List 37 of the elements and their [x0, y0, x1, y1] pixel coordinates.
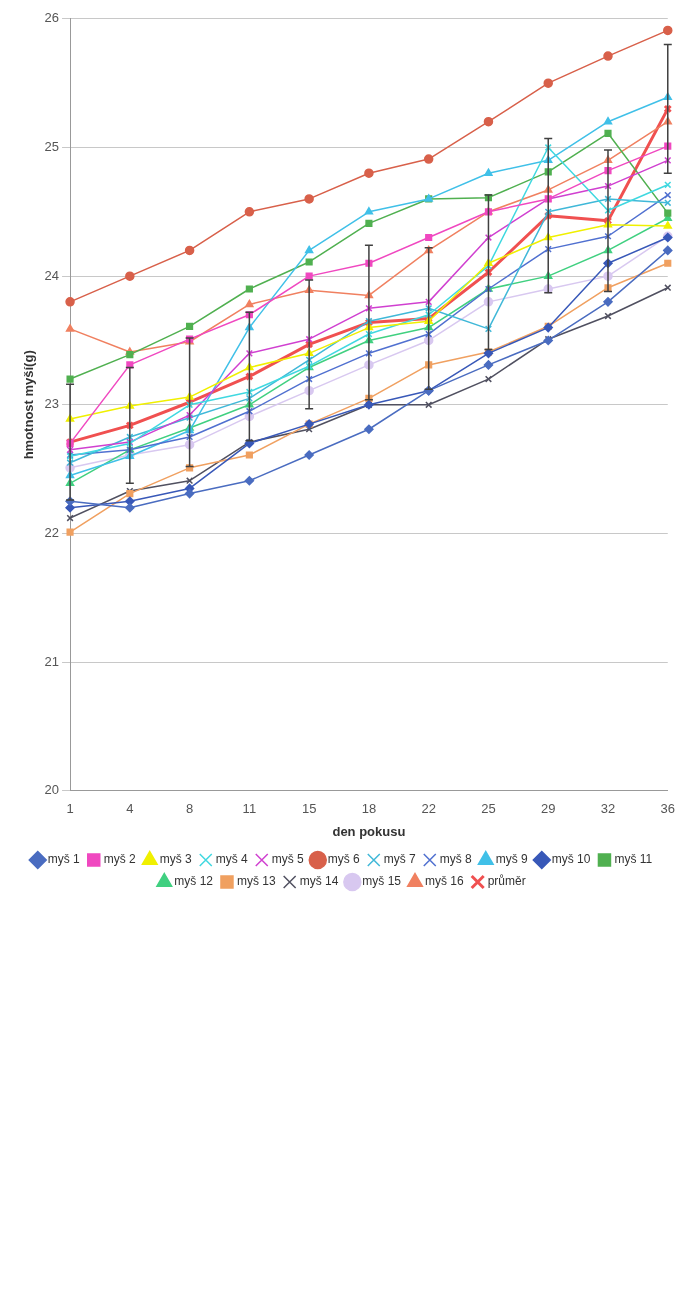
y-tick-label: 23 [44, 396, 60, 412]
y-tick-label: 25 [44, 139, 60, 155]
x-tick-label: 18 [361, 801, 377, 817]
legend-label: myš 9 [495, 852, 529, 867]
x-tick-label: 4 [126, 801, 134, 817]
legend-label: myš 10 [551, 852, 591, 867]
y-tick-label: 26 [44, 10, 60, 26]
legend-label: myš 6 [327, 852, 361, 867]
x-tick-label: 11 [242, 801, 257, 817]
legend-label: myš 2 [103, 852, 137, 867]
x-tick-label: 1 [66, 801, 74, 817]
y-tick-label: 20 [44, 782, 60, 798]
x-tick-label: 22 [421, 801, 436, 817]
x-axis-title: den pokusu [332, 823, 406, 839]
x-tick-label: 32 [600, 801, 616, 817]
legend-label: myš 4 [215, 852, 249, 867]
legend-label: myš 16 [425, 874, 465, 889]
x-tick-label: 29 [540, 801, 556, 817]
legend-label: myš 13 [236, 874, 276, 889]
legend-label: myš 12 [174, 874, 214, 889]
legend-label: myš 8 [439, 852, 473, 867]
y-axis-title: hmotnost myší(g) [21, 350, 37, 460]
legend-label: myš 7 [383, 852, 417, 867]
legend-label: průměr [487, 874, 526, 889]
y-tick-label: 24 [44, 267, 60, 283]
y-tick-label: 21 [44, 653, 60, 669]
legend-label: myš 3 [159, 852, 193, 867]
x-tick-label: 36 [660, 801, 675, 817]
y-tick-label: 22 [44, 525, 60, 541]
legend-label: myš 11 [614, 852, 653, 867]
x-tick-label: 15 [301, 801, 317, 817]
legend-label: myš 1 [47, 852, 81, 867]
legend-label: myš 14 [299, 874, 339, 889]
legend-label: myš 15 [362, 874, 402, 889]
x-tick-label: 8 [185, 801, 194, 817]
legend-label: myš 5 [271, 852, 305, 867]
x-tick-label: 25 [481, 801, 496, 817]
